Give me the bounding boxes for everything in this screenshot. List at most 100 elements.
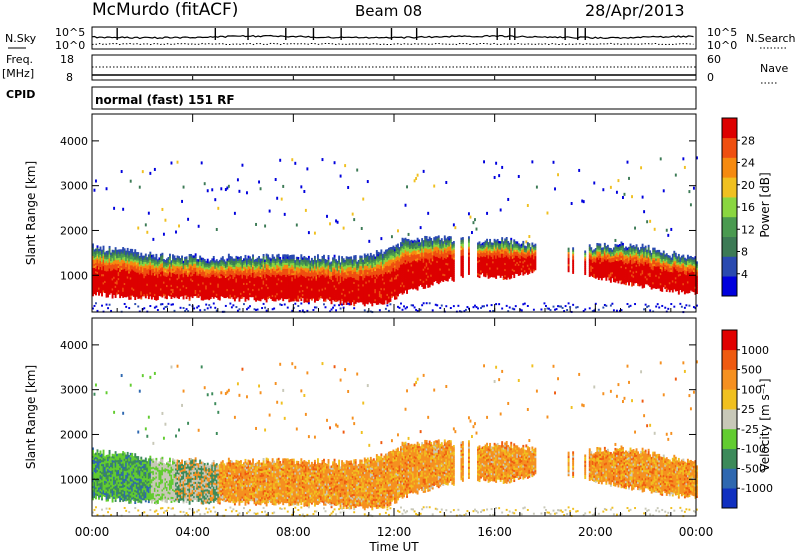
power-cell <box>164 218 167 222</box>
power-cell <box>131 250 134 254</box>
power-cell <box>150 270 153 274</box>
power-cell <box>128 267 131 270</box>
power-cell <box>175 258 177 261</box>
noise-tick-bottom-right: 10^0 <box>707 39 737 52</box>
power-cell <box>153 285 156 288</box>
power-cell <box>253 297 256 301</box>
power-cell <box>258 284 261 287</box>
power-cell <box>206 260 209 264</box>
power-cell <box>238 279 241 282</box>
power-cell <box>111 296 114 299</box>
power-cell <box>108 290 111 293</box>
power-cell <box>238 271 241 274</box>
power-cell <box>179 280 182 283</box>
power-cell <box>262 278 265 281</box>
power-cell <box>193 257 196 260</box>
power-cell <box>227 263 230 267</box>
power-cell <box>227 269 230 273</box>
power-cell <box>184 289 187 292</box>
power-cell <box>205 303 208 306</box>
power-cell <box>187 294 190 297</box>
power-cell <box>101 289 103 293</box>
power-cell <box>241 274 244 277</box>
power-cell <box>226 272 229 275</box>
power-cell <box>235 290 238 293</box>
power-cell <box>95 282 97 286</box>
power-cell <box>92 251 94 254</box>
power-cell <box>243 303 245 306</box>
power-cell <box>110 270 113 274</box>
power-cell <box>249 278 251 281</box>
power-cell <box>132 272 135 275</box>
power-cell <box>360 255 363 259</box>
cpid-value: normal (fast) 151 RF <box>95 93 235 107</box>
power-cell <box>128 265 131 268</box>
power-cell <box>223 275 226 278</box>
power-cell <box>187 260 190 263</box>
power-cell <box>211 288 214 292</box>
power-cell <box>137 296 140 299</box>
power-cell <box>191 255 194 258</box>
power-cell <box>117 281 120 285</box>
power-cell <box>122 291 125 294</box>
power-cell <box>218 275 221 279</box>
power-cell <box>128 279 131 282</box>
power-cell <box>247 261 250 265</box>
power-cell <box>175 292 177 295</box>
power-cell <box>92 259 94 263</box>
freq-unit: [MHz] <box>2 67 34 80</box>
power-cell <box>153 273 156 276</box>
power-cell <box>224 287 227 291</box>
power-cell <box>132 266 135 269</box>
power-cell <box>125 305 128 308</box>
power-cell <box>206 297 209 300</box>
power-cell <box>152 286 155 290</box>
power-cell <box>114 279 117 282</box>
power-cell <box>108 260 111 263</box>
power-cell <box>143 269 146 273</box>
power-cell <box>215 285 218 288</box>
power-cell <box>261 282 264 286</box>
power-cell <box>261 307 264 310</box>
power-cell <box>353 218 356 222</box>
cpid-label: CPID <box>6 88 35 101</box>
power-cell <box>187 217 190 221</box>
power-cell <box>261 284 264 288</box>
power-cell <box>114 289 117 292</box>
power-cell <box>232 282 235 286</box>
power-cell <box>113 276 116 279</box>
power-cell <box>223 289 226 293</box>
power-cell <box>249 260 251 263</box>
power-cell <box>104 260 106 263</box>
power-cell <box>191 293 194 297</box>
power-cell <box>108 254 111 257</box>
power-cell <box>169 273 171 277</box>
power-cell <box>205 266 208 270</box>
power-cell <box>134 263 137 266</box>
power-cell <box>182 290 185 294</box>
power-cell <box>129 293 132 296</box>
power-cell <box>182 262 185 266</box>
power-cell <box>199 263 202 267</box>
power-cell <box>238 258 241 262</box>
power-cell <box>132 262 135 265</box>
power-cell <box>265 263 268 267</box>
power-cell <box>116 282 119 285</box>
power-cell <box>120 289 123 293</box>
power-cell <box>114 269 117 272</box>
power-cell <box>212 276 215 279</box>
power-cell <box>246 308 248 311</box>
power-cell <box>159 269 162 273</box>
power-cell <box>262 296 265 299</box>
power-cell <box>244 273 247 276</box>
power-cell <box>230 260 233 264</box>
power-cell <box>220 271 223 275</box>
power-cell <box>135 292 138 295</box>
power-cell <box>155 257 158 261</box>
power-cell <box>107 262 110 266</box>
power-cell <box>218 292 221 295</box>
power-cell <box>117 291 120 295</box>
power-cell <box>176 287 179 291</box>
power-cell <box>246 191 248 195</box>
power-cell <box>137 286 140 289</box>
